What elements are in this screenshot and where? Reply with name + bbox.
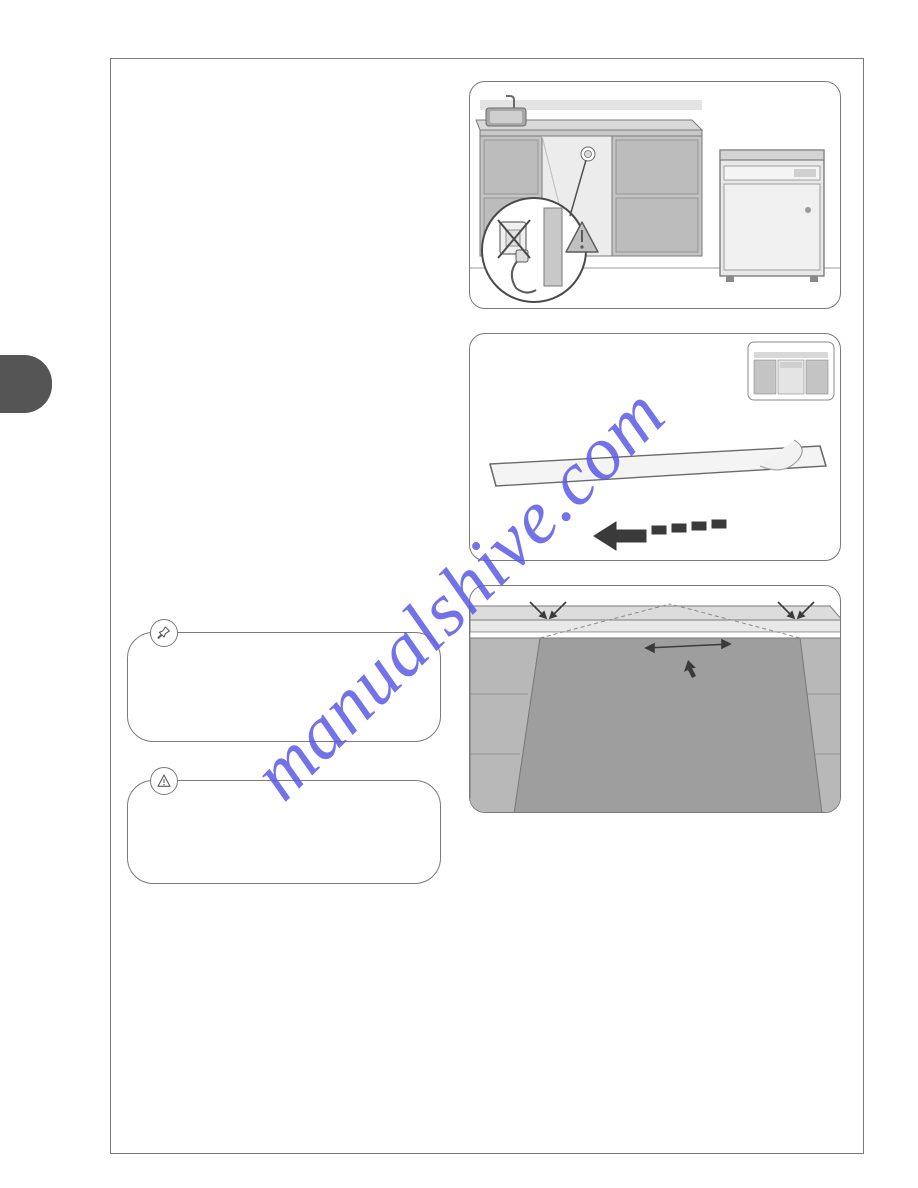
page-frame [110,58,864,1154]
pin-badge [150,619,178,647]
gap-illustration [470,586,841,813]
warning-icon [156,773,172,789]
pin-icon [156,625,172,641]
side-tab [0,355,52,413]
panel-strip-insert [469,333,841,561]
warning-callout [127,780,441,884]
warning-badge [150,767,178,795]
note-callout [127,632,441,742]
kitchen-illustration [470,82,841,309]
panel-gap-measure [469,585,841,813]
strip-illustration [470,334,841,561]
panel-unplug-kitchen [469,81,841,309]
